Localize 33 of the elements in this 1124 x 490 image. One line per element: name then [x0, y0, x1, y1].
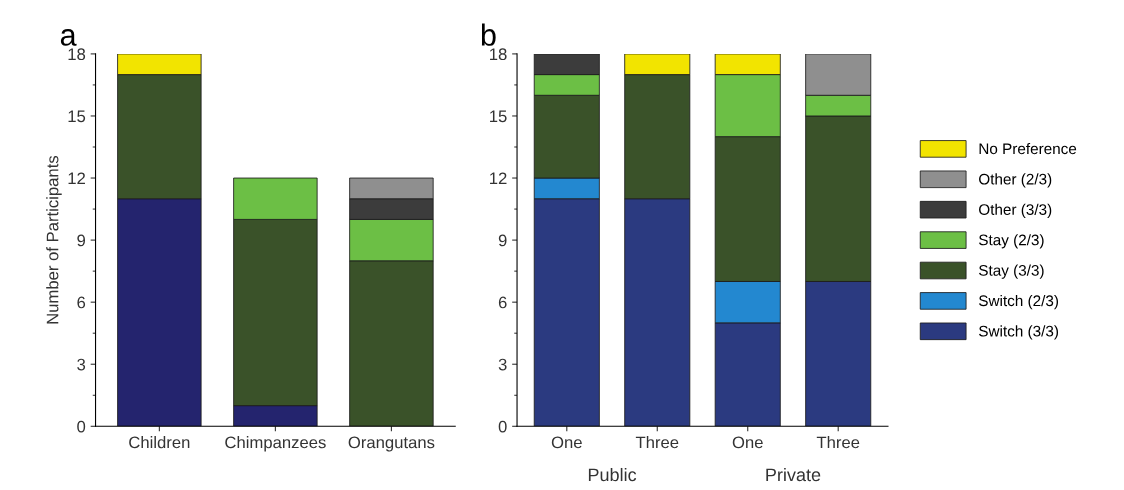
x-tick-label: Three — [635, 436, 679, 449]
x-tick-label: One — [732, 436, 763, 449]
x-tick-label: Chimpanzees — [225, 436, 326, 452]
legend-label: Other (2/3) — [979, 173, 1052, 188]
x-tick-label: One — [551, 436, 582, 449]
chart-title: b — [481, 23, 496, 46]
legend-label: Switch (2/3) — [979, 294, 1059, 310]
legend-label: Stay (3/3) — [979, 264, 1044, 279]
legend-label: Switch (3/3) — [979, 325, 1059, 340]
text: Private — [766, 467, 821, 482]
legend-label: Stay (2/3) — [979, 234, 1044, 249]
y-tick-label: 0 — [77, 420, 86, 433]
y-tick-label: 0 — [498, 420, 507, 433]
y-tick-label: 12 — [490, 172, 507, 185]
y-tick-label: 18 — [490, 48, 507, 61]
x-tick-label: Orangutans — [348, 436, 435, 452]
legend-label: No Preference — [979, 142, 1077, 155]
legend-label: Other (3/3) — [979, 203, 1052, 218]
y-tick-label: 6 — [77, 296, 86, 309]
x-tick-label: Three — [816, 436, 860, 449]
y-tick-label: 6 — [498, 296, 507, 309]
y-tick-label: 15 — [68, 110, 86, 123]
text: Public — [588, 467, 637, 482]
y-tick-label: 15 — [490, 110, 507, 123]
y-tick-label: 18 — [68, 48, 86, 61]
x-tick-label: Children — [129, 436, 190, 449]
y-tick-label: 9 — [498, 234, 507, 247]
y-axis-title: Number of Participants — [46, 155, 62, 324]
y-tick-label: 3 — [77, 358, 86, 371]
y-tick-label: 9 — [77, 234, 86, 247]
chart-title: a — [60, 29, 77, 46]
y-tick-label: 12 — [68, 172, 85, 185]
y-tick-label: 3 — [498, 358, 507, 371]
